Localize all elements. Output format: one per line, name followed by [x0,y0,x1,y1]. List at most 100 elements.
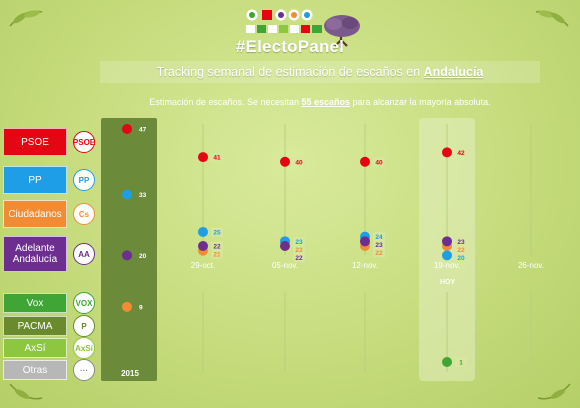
data-value-label: 42 [457,150,465,157]
x-tick-label: 12-nov. [352,261,378,270]
baseline-value-label: 47 [139,127,147,134]
baseline-point [122,189,132,200]
data-point [442,357,452,367]
psoe-logo-icon: PSOE [73,131,95,153]
cs-logo-icon: Cs [73,203,95,225]
party-label-2: PP [3,166,67,194]
party-logo-text: Cs [78,209,90,219]
party-label-5: Vox [3,293,67,313]
x-tick-label: 19-nov. [434,261,460,270]
value-label-bg [373,232,385,242]
data-value-label: 22 [457,247,465,254]
value-label-bg [373,240,385,250]
pp-logo-icon: PP [73,169,95,191]
today-label: HOY [440,279,456,286]
value-label-bg [455,357,467,367]
value-label-bg [455,244,467,254]
subtitle-emphasis: 55 escaños [301,97,351,107]
value-label-bg [455,252,467,262]
party-logo-text: VOX [75,298,93,308]
title-region: Andalucía [423,65,484,79]
otras-logo-icon: ··· [73,359,95,381]
baseline-column [101,118,157,381]
data-value-label: 24 [375,234,383,241]
party-label-8: Otras [3,360,67,380]
subtitle-prefix: Estimación de escaños. Se necesitan [149,97,302,107]
baseline-value-label: 9 [139,304,143,311]
data-value-label: 22 [295,255,303,262]
party-label-7: AxSí [3,338,67,358]
subtitle-suffix: para alcanzar la mayoría absoluta. [350,97,491,107]
party-label-6: PACMA [3,316,67,336]
party-logos-strip [246,9,322,33]
data-point [198,152,208,163]
value-label-bg [211,241,223,251]
adelante-logo-icon: AA [73,243,95,265]
olive-leaf-icon [9,383,43,400]
data-value-label: 40 [375,159,383,166]
party-label-1: PSOE [3,128,67,156]
party-name: PP [28,174,42,186]
party-logo-text: AxSí [75,343,93,353]
value-label-bg [373,157,385,167]
data-value-label: 22 [375,250,383,257]
party-name: Adelante Andalucía [12,243,58,265]
data-point [442,236,452,247]
data-value-label: 1 [459,360,463,367]
value-label-bg [211,152,223,162]
party-label-3: Ciudadanos [3,200,67,228]
brand-title: #ElectoPanel [235,37,345,56]
x-tick-label: 05-nov. [272,261,298,270]
party-name: PSOE [21,136,49,148]
data-point [442,250,452,261]
data-value-label: 23 [295,247,303,254]
data-value-label: 23 [295,239,303,246]
party-logo-text: PSOE [72,137,96,147]
party-name: Vox [26,297,44,309]
data-point [360,236,370,247]
party-name: Otras [22,364,48,376]
party-name: PACMA [17,320,53,332]
data-value-label: 41 [213,155,221,162]
party-logo-text: ··· [80,365,88,375]
baseline-year-label: 2015 [121,369,139,378]
baseline-point [122,250,132,261]
data-point [442,147,452,158]
vox-logo-icon: VOX [73,292,95,314]
party-name: Ciudadanos [8,208,62,220]
data-value-label: 23 [457,239,465,246]
x-tick-label: 26-nov. [518,261,544,270]
x-tick-label: 29-oct. [191,261,215,270]
data-value-label: 23 [375,242,383,249]
olive-leaf-icon [535,10,569,27]
baseline-point [122,124,132,134]
data-value-label: 40 [295,159,303,166]
data-point [198,226,208,237]
party-logo-text: P [81,321,87,331]
baseline-point [122,301,132,312]
olive-leaf-icon [537,383,571,400]
title-bar: Tracking semanal de estimación de escaño… [100,61,540,83]
value-label-bg [293,244,305,254]
chart-title: Tracking semanal de estimación de escaño… [100,65,540,79]
tree-logo-icon [324,15,360,48]
value-label-bg [293,157,305,167]
pacma-logo-icon: P [73,315,95,337]
value-label-bg [293,252,305,262]
baseline-value-label: 20 [139,253,147,260]
data-value-label: 22 [213,244,221,251]
party-name: AxSí [24,342,46,354]
value-label-bg [455,147,467,157]
data-point [198,241,208,251]
baseline-value-label: 33 [139,192,147,199]
value-label-bg [373,248,385,258]
title-prefix: Tracking semanal de estimación de escaño… [156,65,424,79]
olive-leaf-icon [9,10,43,27]
axsi-logo-icon: AxSí [73,337,95,359]
value-label-bg [211,227,223,237]
value-label-bg [211,249,223,259]
chart-subtitle: Estimación de escaños. Se necesitan 55 e… [60,97,580,107]
party-logo-text: PP [78,175,90,185]
